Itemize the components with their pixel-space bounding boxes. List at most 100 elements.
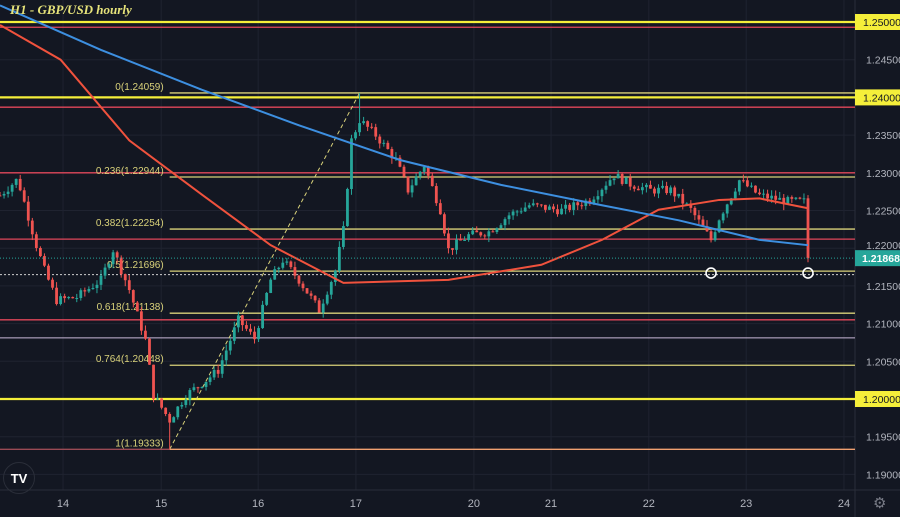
candle-body [208, 377, 212, 382]
candle-body [410, 185, 414, 193]
marker-circle [802, 267, 814, 279]
candle-body [717, 220, 721, 233]
candle-body [467, 234, 471, 240]
candle-body [443, 214, 446, 234]
candle-body [645, 184, 648, 188]
price-tick-label: 1.22500 [866, 206, 900, 218]
key-level-badge-label: 1.20000 [863, 394, 900, 406]
candle-body [289, 261, 293, 268]
candle-body [184, 399, 188, 405]
candle-body [261, 304, 264, 329]
candle-body [766, 193, 769, 199]
candle-body [30, 220, 34, 235]
candle-body [544, 204, 547, 210]
time-tick-label: 23 [740, 498, 752, 510]
candle-body [523, 207, 527, 212]
candle-body [386, 142, 390, 150]
fib-level-label: 1(1.19333) [115, 438, 163, 449]
candle-body [455, 239, 458, 250]
candle-body [55, 287, 58, 305]
candle-body [398, 157, 402, 167]
candle-body [51, 279, 54, 288]
candle-body [281, 262, 285, 268]
candle-body [107, 264, 111, 268]
gear-icon[interactable]: ⚙ [873, 495, 887, 512]
candle-body [584, 200, 588, 206]
candle-body [366, 121, 370, 127]
candle-body [531, 203, 535, 206]
candle-body [249, 328, 252, 332]
candle-body [277, 267, 281, 270]
candle-body [669, 187, 673, 194]
candle-body [491, 231, 495, 233]
candle-body [535, 203, 539, 205]
candle-body [576, 202, 580, 206]
candle-body [677, 193, 681, 197]
candle-body [180, 404, 184, 407]
candle-body [83, 290, 87, 292]
tradingview-logo[interactable]: TV [3, 462, 35, 494]
candle-body [370, 126, 374, 128]
price-tick-label: 1.20500 [866, 356, 900, 368]
candle-body [325, 294, 329, 304]
candle-body [527, 205, 531, 208]
candle-body [123, 274, 127, 281]
last-price-label: 1.21868 [862, 253, 900, 265]
candle-body [337, 246, 341, 271]
candle-body [430, 175, 434, 187]
candle-body [91, 288, 95, 290]
candle-body [495, 228, 499, 233]
candle-body [515, 211, 519, 213]
candle-body [362, 121, 365, 124]
candle-body [414, 176, 418, 186]
candle-body [754, 185, 757, 193]
candle-body [794, 197, 798, 199]
time-tick-label: 24 [838, 498, 850, 510]
candle-body [479, 232, 483, 236]
candle-body [273, 269, 277, 280]
time-tick-label: 20 [468, 498, 480, 510]
candle-body [580, 205, 584, 207]
candle-body [212, 369, 216, 378]
candle-body [519, 211, 523, 213]
candle-body [564, 204, 567, 209]
candle-body [770, 195, 774, 199]
candle-body [741, 180, 745, 182]
candle-body [358, 123, 361, 133]
price-tick-label: 1.23500 [866, 130, 900, 142]
candle-body [309, 293, 313, 296]
candle-body [6, 191, 10, 194]
candle-body [673, 187, 677, 197]
candle-body [507, 215, 511, 220]
candle-body [135, 302, 139, 312]
candle-body [148, 338, 151, 365]
candle-body [503, 219, 507, 226]
candle-body [333, 270, 337, 283]
candle-body [762, 193, 765, 195]
price-tick-label: 1.24500 [866, 55, 900, 67]
time-tick-label: 16 [252, 498, 264, 510]
candle-body [552, 206, 555, 210]
candle-body [127, 280, 131, 291]
candle-body [608, 180, 612, 186]
candle-body [802, 198, 806, 200]
candle-body [297, 275, 301, 284]
candle-body [131, 290, 135, 303]
candle-body [798, 197, 802, 199]
candle-body [168, 413, 172, 423]
candle-body [705, 226, 709, 232]
candle-body [342, 226, 345, 247]
fib-level-label: 0.5(1.21696) [107, 260, 164, 271]
candle-body [511, 211, 515, 216]
candle-body [160, 398, 163, 408]
candle-body [737, 180, 741, 192]
candle-body [265, 292, 269, 305]
candle-body [119, 257, 123, 275]
candle-body [293, 267, 297, 276]
candle-body [269, 279, 273, 293]
candle-body [390, 149, 394, 159]
candle-body [346, 188, 349, 227]
candle-body [22, 190, 26, 202]
